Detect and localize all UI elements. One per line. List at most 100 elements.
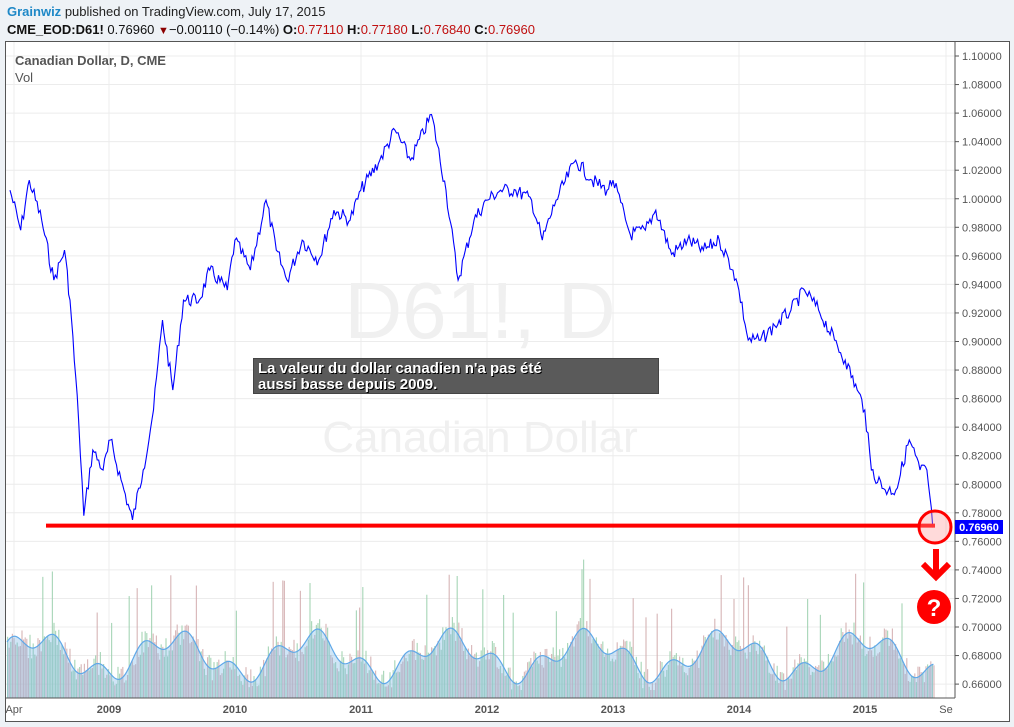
volume-bar: [119, 673, 121, 698]
volume-bar: [648, 686, 650, 698]
volume-bar: [32, 643, 34, 698]
volume-bar: [821, 660, 823, 698]
volume-bar: [658, 678, 660, 698]
volume-bar: [53, 622, 55, 698]
volume-bar: [496, 667, 498, 698]
volume-bar: [874, 645, 876, 698]
volume-bar: [794, 659, 796, 698]
volume-bar: [864, 656, 866, 698]
volume-bar: [736, 642, 738, 698]
volume-bar: [419, 652, 421, 698]
volume-bar: [637, 673, 639, 698]
volume-bar: [651, 682, 653, 698]
highlight-circle-icon: [917, 509, 953, 545]
volume-bar: [867, 651, 869, 698]
volume-bar: [901, 603, 903, 698]
volume-bar: [408, 653, 410, 698]
volume-bar: [642, 688, 644, 698]
volume-bar: [618, 649, 620, 698]
y-tick-label: 0.86000: [962, 394, 1002, 406]
volume-bar: [744, 652, 746, 698]
volume-bar: [176, 624, 178, 698]
volume-bar: [443, 639, 445, 698]
volume-bar: [872, 656, 874, 698]
volume-bar: [914, 673, 916, 698]
volume-bar: [136, 588, 138, 698]
volume-bar: [482, 589, 484, 698]
volume-bar: [143, 652, 145, 698]
volume-bar: [255, 679, 257, 698]
volume-bar: [424, 645, 426, 698]
volume-bar: [415, 659, 417, 698]
volume-bar: [189, 643, 191, 698]
volume-bar: [421, 658, 423, 698]
volume-bar: [101, 668, 103, 698]
volume-bar: [299, 590, 301, 698]
volume-bar: [679, 656, 681, 698]
volume-bar: [690, 665, 692, 698]
volume-bar: [183, 639, 185, 698]
volume-bar: [75, 679, 77, 698]
volume-bar: [155, 635, 157, 698]
volume-bar: [503, 594, 505, 698]
volume-bar: [320, 627, 322, 698]
volume-bar: [440, 649, 442, 698]
chart-title: Canadian Dollar, D, CME: [15, 53, 166, 68]
volume-bar: [431, 647, 433, 698]
volume-bar: [59, 650, 61, 698]
volume-bar: [810, 674, 812, 698]
volume-bar: [584, 628, 586, 698]
volume-bar: [826, 668, 828, 698]
volume-bar: [599, 649, 601, 698]
y-tick-label: 0.74000: [962, 565, 1002, 577]
volume-bar: [891, 628, 893, 698]
y-tick-label: 1.04000: [962, 137, 1002, 149]
volume-bar: [757, 654, 759, 698]
y-tick-label: 0.78000: [962, 508, 1002, 520]
volume-bar: [405, 658, 407, 698]
volume-bar: [282, 580, 284, 698]
volume-bar: [18, 646, 20, 698]
low-value: 0.76840: [423, 22, 471, 37]
y-tick-label: 0.70000: [962, 622, 1002, 634]
volume-bar: [776, 665, 778, 698]
volume-bar: [541, 665, 543, 698]
volume-bar: [655, 682, 657, 698]
volume-bar: [55, 630, 57, 698]
volume-bar: [341, 651, 343, 698]
volume-bar: [571, 636, 573, 698]
volume-bar: [322, 638, 324, 698]
annotation-box[interactable]: La valeur du dollar canadien n'a pas été…: [253, 358, 659, 394]
volume-bar: [258, 685, 260, 698]
volume-bar: [79, 666, 81, 698]
volume-bar: [493, 643, 495, 698]
volume-bar: [104, 677, 106, 698]
y-tick-label: 1.02000: [962, 165, 1002, 177]
volume-bar: [669, 651, 671, 698]
volume-bar: [67, 662, 69, 698]
volume-bar: [853, 622, 855, 698]
volume-bar: [280, 641, 282, 698]
volume-bar: [567, 642, 569, 698]
volume-bar: [573, 646, 575, 698]
author-link[interactable]: Grainwiz: [7, 4, 62, 19]
volume-bar: [208, 654, 210, 698]
last-price-badge-label: 0.76960: [959, 522, 999, 534]
volume-bar: [211, 680, 213, 698]
volume-bar: [562, 647, 564, 698]
volume-bar: [138, 656, 140, 698]
volume-bar: [475, 652, 477, 698]
volume-bar: [851, 644, 853, 698]
volume-bar: [907, 680, 909, 698]
volume-bar: [122, 666, 124, 698]
y-tick-label: 0.98000: [962, 222, 1002, 234]
volume-bar: [106, 674, 108, 698]
volume-bar: [304, 647, 306, 698]
volume-bar: [631, 646, 633, 698]
volume-bar: [779, 672, 781, 698]
volume-bar: [741, 648, 743, 698]
volume-bar: [426, 594, 428, 698]
y-tick-label: 0.76000: [962, 536, 1002, 548]
volume-bar: [624, 641, 626, 698]
volume-bar: [893, 649, 895, 698]
